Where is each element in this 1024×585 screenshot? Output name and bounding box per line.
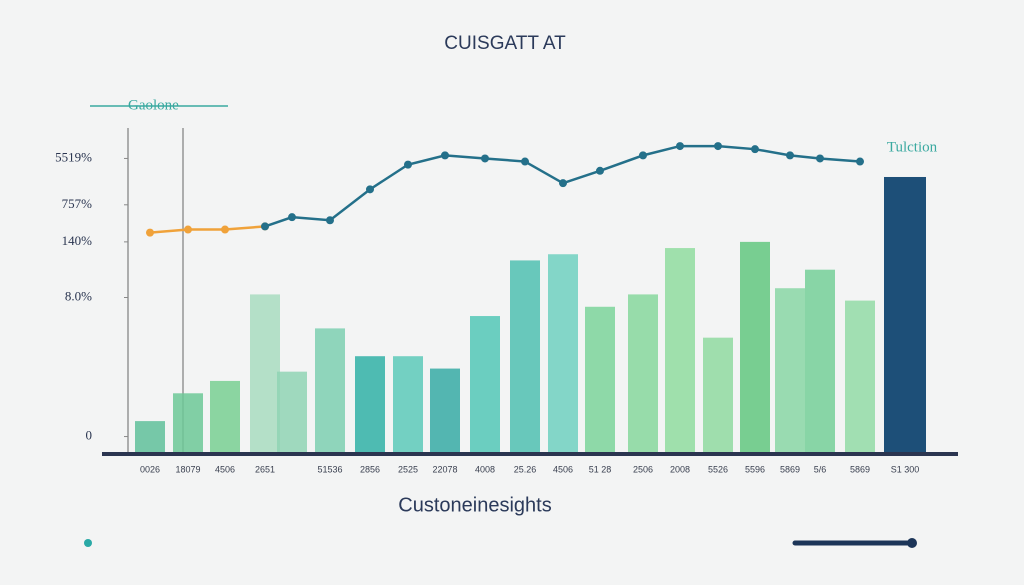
bar (430, 368, 460, 452)
bar (884, 176, 926, 453)
x-tick-label: 2525 (398, 464, 418, 474)
line-point (639, 151, 647, 160)
x-tick-label: S1 300 (891, 464, 920, 474)
bar (740, 241, 770, 452)
x-tick-label: 18079 (175, 464, 200, 474)
bar (135, 421, 165, 452)
bar (665, 248, 695, 452)
bar (548, 254, 578, 452)
progress-knob (84, 539, 92, 547)
x-tick-label: 2651 (255, 464, 275, 474)
bar (845, 300, 875, 452)
x-tick-label: 2506 (633, 464, 653, 474)
bar (628, 294, 658, 452)
line-point (326, 216, 334, 225)
line-point (481, 154, 489, 163)
x-tick-label: 51 28 (589, 464, 612, 474)
bar (355, 356, 385, 452)
y-tick-label: 8.0% (65, 288, 92, 303)
line-series (149, 225, 266, 234)
x-tick-label: 51536 (317, 464, 342, 474)
bar (277, 371, 307, 452)
x-tick-label: 5869 (850, 464, 870, 474)
x-tick-label: 4506 (553, 464, 573, 474)
line-point (751, 145, 759, 154)
line-point (786, 151, 794, 160)
line-point (521, 157, 529, 166)
bar (775, 288, 805, 452)
line-point (261, 222, 269, 231)
chart-subtitle: Custoneinesights (398, 494, 551, 516)
bar (315, 328, 345, 452)
chart-title: CUISGATT AT (444, 33, 566, 54)
line-point (221, 225, 229, 234)
bar (470, 316, 500, 452)
legend-label: Tulction (887, 139, 938, 155)
line-point (816, 154, 824, 163)
bar (585, 306, 615, 452)
y-tick-label: 140% (62, 233, 93, 248)
line-point (366, 185, 374, 194)
x-tick-label: 0026 (140, 464, 160, 474)
line-point (559, 179, 567, 188)
legend-label: Gaolone (128, 97, 179, 113)
line-point (714, 142, 722, 151)
x-tick-label: 25.26 (514, 464, 537, 474)
x-tick-label: 2856 (360, 464, 380, 474)
line-point (596, 166, 604, 175)
y-tick-label: 757% (62, 196, 93, 211)
bar (805, 269, 835, 452)
bar (510, 260, 540, 452)
y-tick-label: 0 (86, 428, 93, 443)
bar (173, 393, 203, 452)
line-point (146, 228, 154, 237)
x-tick-label: 5869 (780, 464, 800, 474)
x-tick-label: 5/6 (814, 464, 827, 474)
line-point (288, 213, 296, 222)
x-tick-label: 5526 (708, 464, 728, 474)
bar (250, 294, 280, 452)
x-tick-label: 2008 (670, 464, 690, 474)
line-point (441, 151, 449, 160)
x-tick-label: 4506 (215, 464, 235, 474)
x-tick-label: 4008 (475, 464, 495, 474)
line-point (404, 160, 412, 169)
progress-knob (907, 538, 917, 548)
line-point (184, 225, 192, 234)
line-point (676, 142, 684, 151)
line-point (856, 157, 864, 166)
x-tick-label: 5596 (745, 464, 765, 474)
x-tick-label: 22078 (432, 464, 457, 474)
y-tick-label: 5519% (55, 149, 92, 164)
bar (393, 356, 423, 452)
bar (210, 380, 240, 452)
bar (703, 337, 733, 452)
